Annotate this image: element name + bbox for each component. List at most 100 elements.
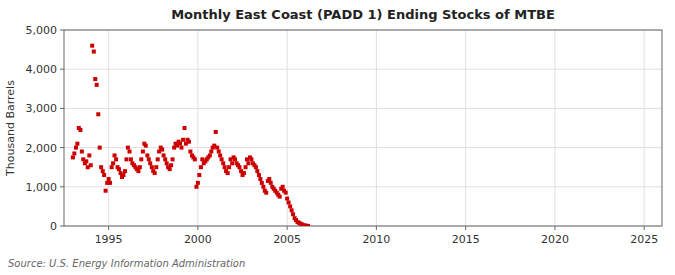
point <box>196 181 200 185</box>
y-grid-line <box>64 186 662 187</box>
point <box>209 150 213 154</box>
point <box>237 165 241 169</box>
x-grid-line <box>376 30 377 226</box>
point <box>165 161 169 165</box>
point <box>78 128 82 132</box>
point <box>74 146 78 150</box>
x-grid-line <box>644 30 645 226</box>
point <box>123 169 127 173</box>
chart-container: 01,0002,0003,0004,0005,00019952000200520… <box>0 0 675 275</box>
point <box>75 142 79 146</box>
point <box>153 171 157 175</box>
point <box>126 146 130 150</box>
point <box>121 173 125 177</box>
point <box>233 157 237 161</box>
y-tick-label: 0 <box>50 220 57 233</box>
point <box>90 44 94 48</box>
grid <box>64 30 662 226</box>
y-tick <box>60 108 64 109</box>
point <box>246 161 250 165</box>
point <box>264 191 268 195</box>
points <box>71 44 310 226</box>
plot-frame <box>64 30 662 226</box>
point <box>230 161 234 165</box>
point <box>92 50 96 54</box>
y-tick <box>60 69 64 70</box>
point <box>254 165 258 169</box>
point <box>99 165 103 169</box>
point <box>148 161 152 165</box>
point <box>214 130 218 134</box>
point <box>288 204 292 208</box>
x-tick <box>376 226 377 230</box>
point <box>255 169 259 173</box>
x-tick-label: 2005 <box>273 233 301 246</box>
point <box>147 157 151 161</box>
y-tick-label: 1,000 <box>26 181 58 194</box>
point <box>139 157 143 161</box>
point <box>145 153 149 157</box>
point <box>111 161 115 165</box>
x-tick <box>554 226 555 230</box>
point <box>181 138 185 142</box>
point <box>117 167 121 171</box>
y-grid-line <box>64 147 662 148</box>
point <box>163 157 167 161</box>
point <box>220 157 224 161</box>
point <box>260 181 264 185</box>
point <box>108 181 112 185</box>
x-tick-label: 2000 <box>184 233 212 246</box>
x-tick-label: 2025 <box>630 233 658 246</box>
point <box>160 148 164 152</box>
y-tick <box>60 147 64 148</box>
point <box>114 157 118 161</box>
point <box>285 197 289 201</box>
point <box>221 161 225 165</box>
title: Monthly East Coast (PADD 1) Ending Stock… <box>171 7 555 22</box>
point <box>96 112 100 116</box>
x-tick <box>197 226 198 230</box>
point <box>187 140 191 144</box>
y-tick <box>60 186 64 187</box>
point <box>136 169 140 173</box>
point <box>257 173 261 177</box>
point <box>89 163 93 167</box>
y-tick-label: 4,000 <box>26 63 58 76</box>
x-grid-line <box>108 30 109 226</box>
x-tick <box>644 226 645 230</box>
x-tick-label: 1995 <box>95 233 123 246</box>
point <box>258 177 262 181</box>
point <box>244 165 248 169</box>
point <box>267 177 271 181</box>
point <box>80 150 84 154</box>
y-tick <box>60 30 64 31</box>
point <box>84 159 88 163</box>
y-grid-line <box>64 69 662 70</box>
point <box>227 165 231 169</box>
point <box>215 146 219 150</box>
point <box>162 153 166 157</box>
point <box>102 173 106 177</box>
point <box>287 200 291 204</box>
point <box>154 165 158 169</box>
y-tick <box>60 226 64 227</box>
point <box>182 126 186 130</box>
x-grid-line <box>197 30 198 226</box>
x-tick <box>287 226 288 230</box>
point <box>281 185 285 189</box>
point <box>95 83 99 87</box>
point <box>290 208 294 212</box>
point <box>179 146 183 150</box>
x-tick-label: 2010 <box>362 233 390 246</box>
point <box>156 157 160 161</box>
point <box>249 157 253 161</box>
point <box>291 212 295 216</box>
x-tick-label: 2015 <box>452 233 480 246</box>
x-tick <box>108 226 109 230</box>
y-tick-label: 3,000 <box>26 102 58 115</box>
point <box>223 165 227 169</box>
point <box>113 153 117 157</box>
plot-background <box>64 30 662 226</box>
point <box>72 151 76 155</box>
point <box>71 155 75 159</box>
